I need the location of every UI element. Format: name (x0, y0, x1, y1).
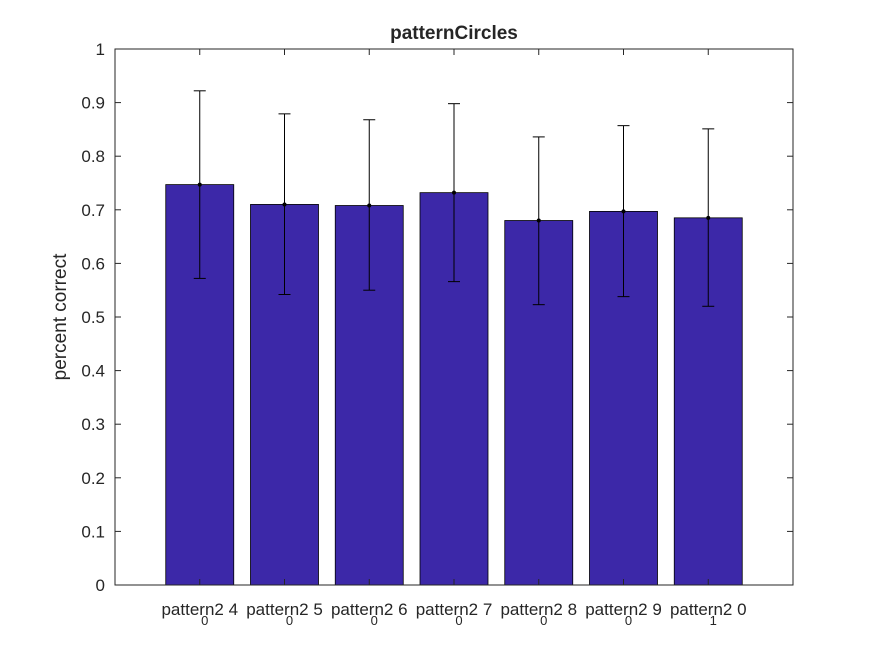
x-tick-subscript: 0 (455, 613, 462, 628)
y-tick-label: 0.9 (81, 94, 105, 113)
y-tick-label: 0.1 (81, 522, 105, 541)
error-bar (448, 103, 460, 283)
error-bar (363, 119, 376, 291)
error-bar (532, 136, 545, 306)
x-tick-label: pattern2 6 (331, 600, 408, 619)
y-tick-label: 0.5 (81, 308, 105, 327)
mean-marker (706, 215, 711, 220)
y-axis-label: percent correct (50, 253, 71, 380)
error-bars (193, 90, 715, 307)
x-tick-subscript: 0 (625, 613, 632, 628)
error-bar (702, 128, 715, 307)
error-bar (617, 125, 630, 298)
x-tick-label: pattern2 5 (246, 600, 323, 619)
error-bar (278, 113, 291, 295)
y-tick-label: 0.7 (81, 201, 105, 220)
x-tick-label: pattern2 8 (500, 600, 577, 619)
x-tick-label: pattern2 4 (161, 600, 238, 619)
x-tick-subscript: 0 (201, 613, 208, 628)
mean-marker (536, 218, 541, 223)
y-tick-label: 0.3 (81, 415, 105, 434)
x-tick-subscript: 0 (540, 613, 547, 628)
y-tick-label: 0.8 (81, 147, 105, 166)
mean-marker (367, 203, 372, 208)
mean-marker (452, 190, 456, 195)
chart-title: patternCircles (390, 23, 518, 44)
mean-marker (621, 209, 626, 214)
x-tick-subscript: 0 (286, 613, 293, 628)
bars (165, 184, 743, 586)
x-tick-subscript: 1 (710, 613, 717, 628)
y-tick-label: 0.2 (81, 469, 105, 488)
x-tick-label: pattern2 0 (670, 600, 747, 619)
error-bar (193, 90, 206, 279)
mean-marker (197, 182, 202, 187)
y-tick-label: 0.4 (81, 362, 105, 381)
y-axis: 0 0.1 0.2 0.3 0.4 0.5 0.6 0.7 0.8 0.9 1 (81, 40, 793, 595)
y-tick-label: 1 (96, 40, 105, 59)
mean-marker (282, 202, 287, 207)
y-tick-label: 0 (96, 576, 105, 595)
x-tick-subscript: 0 (371, 613, 378, 628)
x-tick-label: pattern2 7 (416, 600, 493, 619)
x-tick-label: pattern2 9 (585, 600, 662, 619)
y-tick-label: 0.6 (81, 254, 105, 273)
